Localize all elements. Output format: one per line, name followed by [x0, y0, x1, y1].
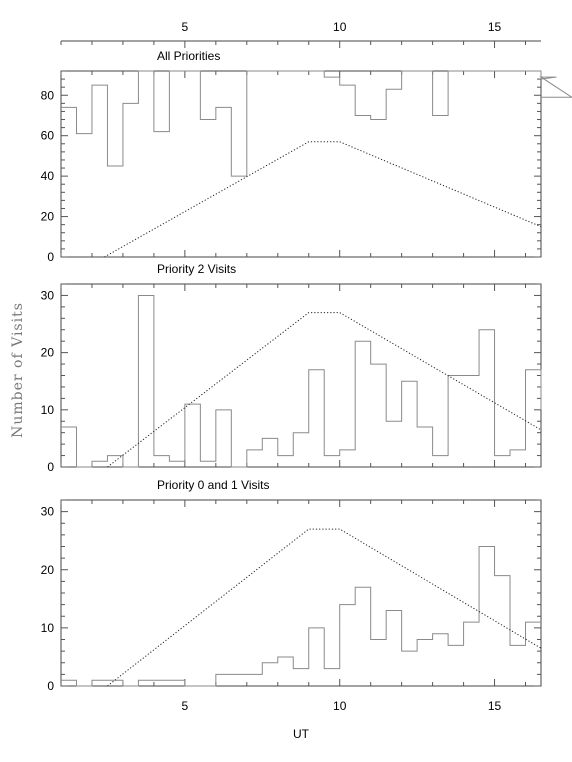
y-tick-label: 80 — [41, 88, 55, 102]
top-x-tick-label: 10 — [333, 20, 347, 34]
panel-all-priorities: 0 20 40 60 80 All Priorities — [41, 49, 572, 264]
x-tick-label: 5 — [182, 699, 189, 713]
histogram-bars — [61, 294, 542, 468]
y-tick-label: 0 — [47, 679, 54, 693]
panel-priority-2: 0 10 20 30 Priority 2 Visits — [41, 262, 542, 474]
y-tick-label: 30 — [41, 288, 55, 302]
panel-priority-0-1: 0 10 20 30 5 10 15 Priority 0 and 1 Visits — [41, 478, 542, 713]
y-tick-label: 40 — [41, 169, 55, 183]
x-axis-label: UT — [293, 727, 310, 741]
plot-frame — [60, 499, 542, 687]
panel-title: Priority 2 Visits — [157, 262, 236, 276]
y-tick-label: 20 — [41, 210, 55, 224]
y-tick-label: 10 — [41, 403, 55, 417]
model-curve — [107, 312, 542, 468]
y-tick-label: 30 — [41, 505, 55, 519]
histogram-bars — [61, 70, 572, 177]
y-tick-label: 20 — [41, 563, 55, 577]
y-tick-label: 10 — [41, 621, 55, 635]
panel-title: Priority 0 and 1 Visits — [157, 478, 270, 492]
top-x-axis: 5 10 15 — [60, 20, 541, 48]
x-tick-label: 10 — [333, 699, 347, 713]
y-tick-label: 0 — [47, 250, 54, 264]
x-tick-label: 15 — [488, 699, 502, 713]
y-tick-label: 0 — [47, 460, 54, 474]
model-curve — [104, 141, 542, 258]
top-x-tick-label: 5 — [182, 20, 189, 34]
y-tick-label: 60 — [41, 129, 55, 143]
plot-frame — [60, 70, 542, 258]
panel-title: All Priorities — [157, 49, 220, 63]
top-x-tick-label: 15 — [488, 20, 502, 34]
histogram-bars — [61, 546, 541, 687]
y-axis-label: Number of Visits — [10, 302, 26, 438]
y-tick-label: 20 — [41, 346, 55, 360]
